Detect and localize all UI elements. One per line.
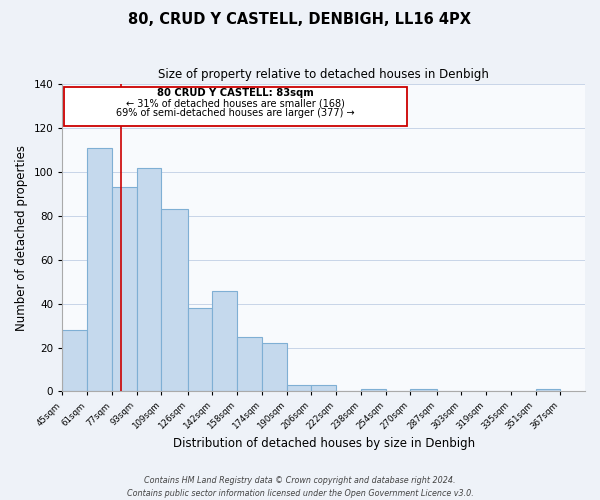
Text: 80 CRUD Y CASTELL: 83sqm: 80 CRUD Y CASTELL: 83sqm [157, 88, 314, 99]
Bar [410, 389, 437, 392]
Bar [262, 343, 287, 392]
Text: Contains HM Land Registry data © Crown copyright and database right 2024.
Contai: Contains HM Land Registry data © Crown c… [127, 476, 473, 498]
Y-axis label: Number of detached properties: Number of detached properties [15, 145, 28, 331]
Bar [112, 188, 137, 392]
Bar [536, 389, 560, 392]
Bar [137, 168, 161, 392]
Bar [188, 308, 212, 392]
Bar [87, 148, 112, 392]
FancyBboxPatch shape [64, 86, 407, 126]
Text: ← 31% of detached houses are smaller (168): ← 31% of detached houses are smaller (16… [126, 98, 345, 108]
Text: 80, CRUD Y CASTELL, DENBIGH, LL16 4PX: 80, CRUD Y CASTELL, DENBIGH, LL16 4PX [128, 12, 472, 28]
Bar [237, 336, 262, 392]
Bar [161, 210, 188, 392]
Bar [62, 330, 87, 392]
Bar [287, 385, 311, 392]
Bar [361, 389, 386, 392]
Bar [311, 385, 336, 392]
Text: 69% of semi-detached houses are larger (377) →: 69% of semi-detached houses are larger (… [116, 108, 355, 118]
X-axis label: Distribution of detached houses by size in Denbigh: Distribution of detached houses by size … [173, 437, 475, 450]
Bar [212, 290, 237, 392]
Title: Size of property relative to detached houses in Denbigh: Size of property relative to detached ho… [158, 68, 489, 80]
